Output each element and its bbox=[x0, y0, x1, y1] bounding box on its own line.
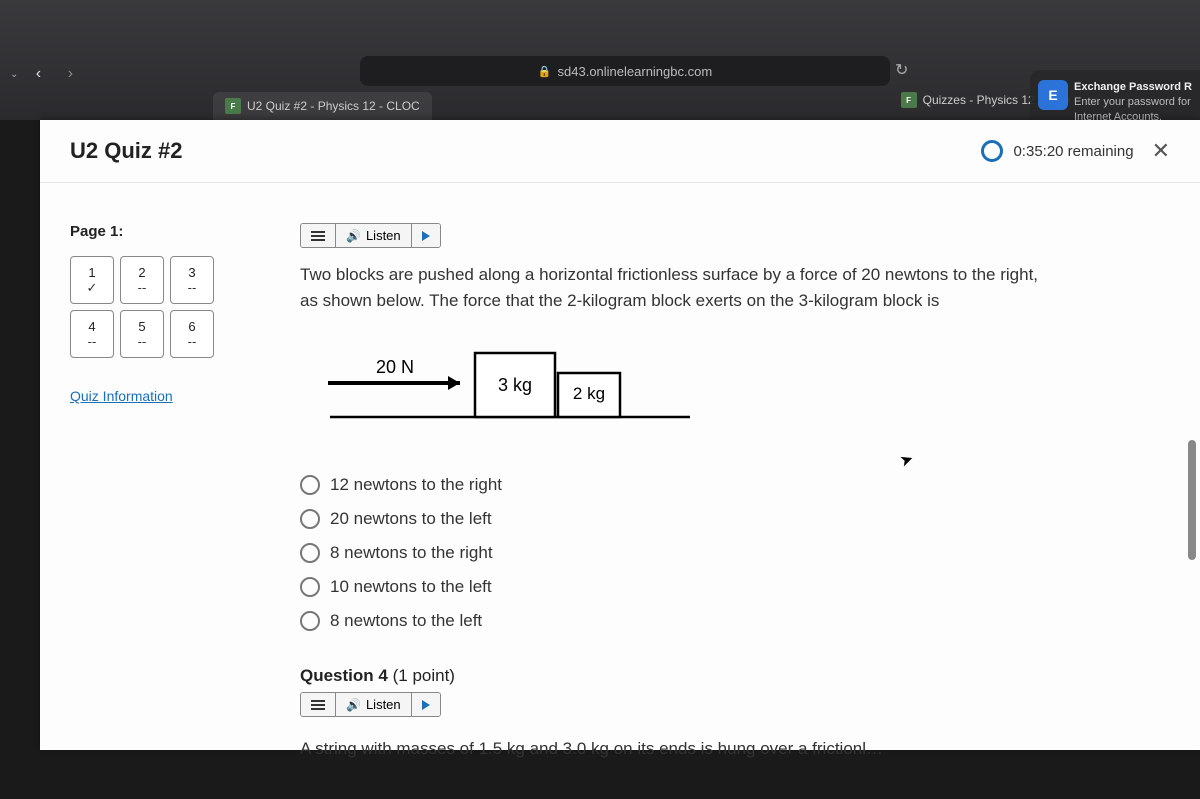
radio-icon bbox=[300, 577, 320, 597]
answer-text: 8 newtons to the left bbox=[330, 611, 482, 631]
question-nav-1[interactable]: 1✓ bbox=[70, 256, 114, 304]
question-diagram: 20 N 3 kg 2 kg bbox=[320, 333, 1170, 438]
listen-button[interactable]: 🔊 Listen bbox=[336, 693, 412, 716]
quiz-information-link[interactable]: Quiz Information bbox=[70, 388, 173, 404]
browser-forward-button[interactable]: › bbox=[56, 60, 84, 88]
question-text: Two blocks are pushed along a horizontal… bbox=[300, 262, 1060, 313]
url-bar[interactable]: 🔒 sd43.onlinelearningbc.com bbox=[360, 56, 890, 86]
favicon-icon: F bbox=[225, 98, 241, 114]
question-nav-2[interactable]: 2 -- bbox=[120, 256, 164, 304]
next-question-heading: Question 4 (1 point) bbox=[300, 666, 1170, 686]
close-button[interactable]: ✕ bbox=[1152, 138, 1170, 164]
answer-text: 8 newtons to the right bbox=[330, 543, 493, 563]
timer-icon bbox=[981, 140, 1003, 162]
question-number: 1 bbox=[88, 266, 95, 279]
quiz-header: U2 Quiz #2 0:35:20 remaining ✕ bbox=[40, 120, 1200, 183]
answer-option[interactable]: 12 newtons to the right bbox=[300, 468, 1170, 502]
speaker-icon: 🔊 bbox=[346, 229, 361, 243]
tab-dropdown-caret[interactable]: ⌄ bbox=[10, 69, 18, 80]
speaker-icon: 🔊 bbox=[346, 698, 361, 712]
question-status: -- bbox=[188, 335, 197, 348]
question-nav-4[interactable]: 4 -- bbox=[70, 310, 114, 358]
question-number: 5 bbox=[138, 320, 145, 333]
reload-button[interactable]: ↻ bbox=[895, 60, 908, 80]
question-status: -- bbox=[88, 335, 97, 348]
question-nav-5[interactable]: 5 -- bbox=[120, 310, 164, 358]
notification-title: Exchange Password Require bbox=[1074, 80, 1192, 95]
browser-tab-active[interactable]: F U2 Quiz #2 - Physics 12 - CLOC bbox=[213, 92, 432, 120]
lock-icon: 🔒 bbox=[538, 65, 552, 78]
question-number: 2 bbox=[138, 266, 145, 279]
question-status: -- bbox=[138, 281, 147, 294]
answer-option[interactable]: 8 newtons to the right bbox=[300, 536, 1170, 570]
menu-icon bbox=[311, 698, 325, 712]
timer-text: 0:35:20 remaining bbox=[1013, 143, 1133, 160]
answer-text: 10 newtons to the left bbox=[330, 577, 492, 597]
scrollbar-thumb[interactable] bbox=[1188, 440, 1196, 560]
radio-icon bbox=[300, 475, 320, 495]
play-icon bbox=[422, 231, 430, 241]
answer-option[interactable]: 10 newtons to the left bbox=[300, 570, 1170, 604]
listen-button[interactable]: 🔊 Listen bbox=[336, 224, 412, 247]
question-status: ✓ bbox=[87, 281, 98, 294]
listen-play-button[interactable] bbox=[412, 693, 440, 716]
page-label: Page 1: bbox=[70, 223, 240, 240]
listen-play-button[interactable] bbox=[412, 224, 440, 247]
quiz-sidebar: Page 1: 1✓2--3--4--5--6-- Quiz Informati… bbox=[70, 223, 240, 759]
radio-icon bbox=[300, 611, 320, 631]
listen-toolbar: 🔊 Listen bbox=[300, 223, 441, 248]
answer-option[interactable]: 20 newtons to the left bbox=[300, 502, 1170, 536]
menu-icon bbox=[311, 229, 325, 243]
answer-text: 12 newtons to the right bbox=[330, 475, 502, 495]
notification-app-icon: E bbox=[1038, 80, 1068, 110]
question-nav-6[interactable]: 6 -- bbox=[170, 310, 214, 358]
quiz-title: U2 Quiz #2 bbox=[70, 138, 182, 164]
answer-option[interactable]: 8 newtons to the left bbox=[300, 604, 1170, 638]
svg-text:20 N: 20 N bbox=[376, 357, 414, 377]
question-number: 6 bbox=[188, 320, 195, 333]
tab-label: U2 Quiz #2 - Physics 12 - CLOC bbox=[247, 99, 420, 113]
question-status: -- bbox=[188, 281, 197, 294]
question-number: 4 bbox=[88, 320, 95, 333]
question-status: -- bbox=[138, 335, 147, 348]
question-content: 🔊 Listen Two blocks are pushed along a h… bbox=[300, 223, 1170, 759]
svg-text:3 kg: 3 kg bbox=[498, 375, 532, 395]
radio-icon bbox=[300, 543, 320, 563]
favicon-icon: F bbox=[901, 92, 917, 108]
quiz-page: U2 Quiz #2 0:35:20 remaining ✕ Page 1: 1… bbox=[40, 120, 1200, 750]
listen-toolbar: 🔊 Listen bbox=[300, 692, 441, 717]
next-question-text: A string with masses of 1.5 kg and 3.0 k… bbox=[300, 739, 1170, 759]
question-nav-3[interactable]: 3 -- bbox=[170, 256, 214, 304]
url-text: sd43.onlinelearningbc.com bbox=[558, 64, 713, 79]
browser-back-button[interactable]: ‹ bbox=[24, 60, 52, 88]
browser-chrome: ⌄ ‹ › 🔒 sd43.onlinelearningbc.com ↻ F U2… bbox=[0, 0, 1200, 120]
svg-text:2 kg: 2 kg bbox=[573, 384, 605, 403]
listen-menu-button[interactable] bbox=[301, 224, 336, 247]
listen-menu-button[interactable] bbox=[301, 693, 336, 716]
play-icon bbox=[422, 700, 430, 710]
answer-text: 20 newtons to the left bbox=[330, 509, 492, 529]
notification-body: Enter your password for "jea… bbox=[1074, 95, 1192, 110]
radio-icon bbox=[300, 509, 320, 529]
question-number: 3 bbox=[188, 266, 195, 279]
